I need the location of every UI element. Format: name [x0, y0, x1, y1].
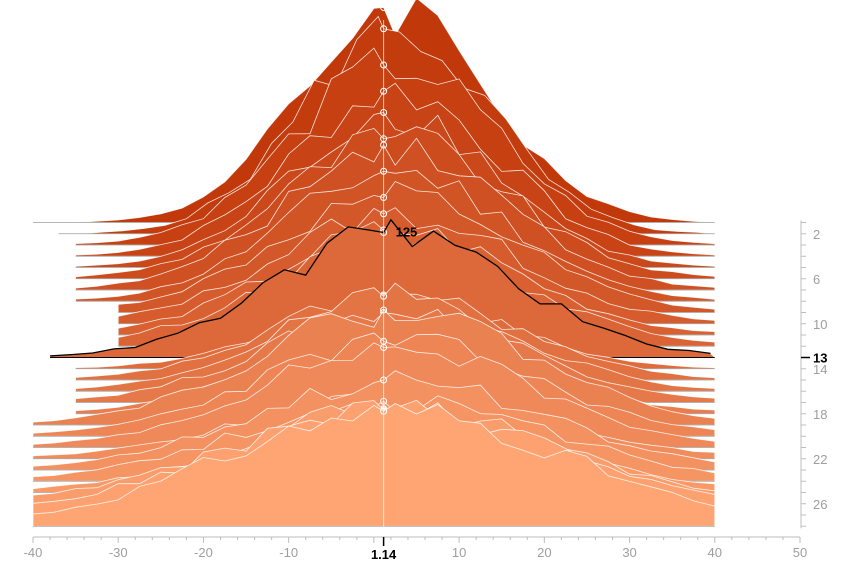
row-label-18: 18	[813, 407, 827, 422]
highlight-layer: 125	[49, 20, 711, 537]
row-label-22: 22	[813, 452, 827, 467]
row-label-14: 14	[813, 362, 827, 377]
x-tick-label-30: 30	[622, 545, 636, 560]
row-highlight-label: 13	[813, 351, 827, 366]
ridges	[32, 0, 716, 527]
x-tick-label--20: -20	[194, 545, 213, 560]
row-label-10: 10	[813, 317, 827, 332]
x-tick-label--40: -40	[24, 545, 43, 560]
x-tick-label-10: 10	[452, 545, 466, 560]
row-label-26: 26	[813, 497, 827, 512]
x-tick-label--30: -30	[109, 545, 128, 560]
x-axis: -40 -30 -20 -10 10 20 30 40 50 1.14	[24, 536, 807, 562]
row-label-6: 6	[813, 272, 820, 287]
x-tick-label-20: 20	[537, 545, 551, 560]
x-tick-label-50: 50	[793, 545, 807, 560]
x-tick-label-40: 40	[708, 545, 722, 560]
x-tick-label--10: -10	[279, 545, 298, 560]
ridge-peak-marker-1	[380, 4, 388, 11]
highlight-peak-label: 125	[396, 225, 418, 240]
row-label-2: 2	[813, 227, 820, 242]
x-highlight-label: 1.14	[371, 547, 397, 562]
